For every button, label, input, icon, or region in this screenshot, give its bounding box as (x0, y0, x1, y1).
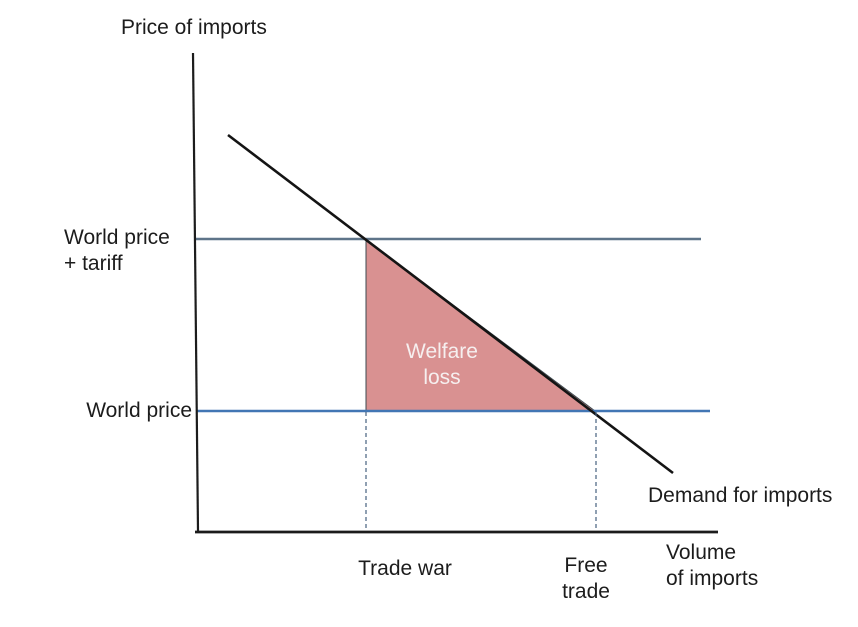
trade-war-tick-label: Trade war (358, 557, 452, 580)
demand-for-imports-label: Demand for imports (648, 484, 833, 507)
welfare-loss-label: Welfare loss (382, 339, 502, 391)
world-price-plus-tariff-label-line1: World price (64, 226, 170, 249)
welfare-loss-label-line2: loss (423, 366, 461, 389)
x-axis-title-line1: Volume (666, 541, 737, 564)
world-price-plus-tariff-label: World price + tariff (64, 225, 170, 277)
welfare-loss-label-line1: Welfare (406, 340, 478, 363)
world-price-plus-tariff-label-line2: + tariff (64, 252, 123, 275)
free-trade-tick-label-line1: Free (564, 554, 608, 577)
demand-for-imports-line (227, 133, 674, 475)
x-axis-title: Volume of imports (666, 540, 758, 592)
free-trade-tick-label-line2: trade (562, 580, 610, 603)
x-axis-title-line2: of imports (666, 567, 759, 590)
free-trade-tick-label: Free trade (546, 553, 626, 605)
y-axis (191, 52, 200, 532)
y-axis-title: Price of imports (121, 16, 267, 39)
world-price-label: World price (86, 399, 192, 422)
